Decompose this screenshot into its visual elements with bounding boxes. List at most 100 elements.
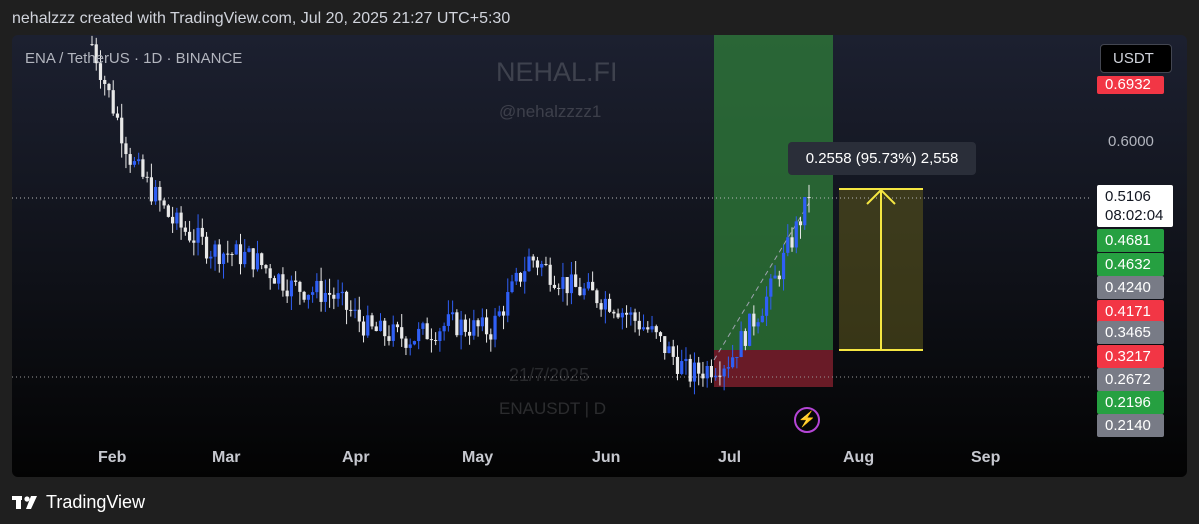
candle-body bbox=[641, 327, 646, 330]
symbol-label[interactable]: ENA / TetherUS · 1D · BINANCE bbox=[25, 50, 243, 67]
candle-body bbox=[552, 284, 557, 288]
candle-body bbox=[514, 272, 518, 282]
lightning-icon[interactable]: ⚡ bbox=[794, 407, 820, 433]
candle-body bbox=[421, 323, 425, 329]
candle-body bbox=[603, 298, 607, 310]
candle-body bbox=[187, 231, 192, 241]
candle-body bbox=[671, 346, 675, 357]
chart-panel[interactable]: ENA / TetherUS · 1D · BINANCE NEHAL.FI @… bbox=[12, 35, 1187, 477]
candle-body bbox=[179, 212, 183, 228]
candle-body bbox=[472, 320, 476, 336]
candle-body bbox=[544, 263, 548, 265]
candle-body bbox=[349, 309, 353, 311]
candle-body bbox=[132, 161, 137, 165]
candle-body bbox=[128, 154, 132, 165]
watermark-date: 21/7/2025 bbox=[509, 365, 590, 385]
candle-body bbox=[395, 324, 400, 328]
candle-body bbox=[688, 358, 692, 382]
month-jun: Jun bbox=[592, 449, 621, 466]
candle-body bbox=[149, 177, 153, 202]
candle-body bbox=[540, 263, 544, 268]
candle-body bbox=[323, 292, 327, 302]
candle-body bbox=[510, 281, 514, 293]
price-tag-0.2672: 0.2672 bbox=[1097, 368, 1164, 391]
currency-button[interactable]: USDT bbox=[1100, 44, 1172, 73]
candle-body bbox=[798, 221, 803, 226]
candle-body bbox=[739, 331, 743, 358]
candle-body bbox=[124, 143, 128, 155]
candle-body bbox=[565, 277, 569, 294]
candle-body bbox=[752, 313, 756, 327]
candle-body bbox=[260, 253, 264, 266]
candle-body bbox=[332, 294, 336, 299]
candle-body bbox=[400, 327, 404, 339]
measure-arrowhead bbox=[866, 188, 896, 205]
month-jul: Jul bbox=[718, 449, 742, 466]
candle-body bbox=[599, 303, 603, 310]
candle-body bbox=[272, 278, 277, 284]
watermark-title: NEHAL.FI bbox=[496, 57, 618, 87]
candle-body bbox=[624, 312, 629, 315]
candle-body bbox=[103, 79, 107, 84]
price-tag-0.4632: 0.4632 bbox=[1097, 253, 1164, 276]
candle-body bbox=[238, 244, 243, 265]
price-tag-0.4681: 0.4681 bbox=[1097, 229, 1164, 252]
candle-body bbox=[175, 212, 179, 224]
candle-body bbox=[616, 313, 620, 318]
candle-body bbox=[493, 315, 497, 340]
chart-caption: nehalzzz created with TradingView.com, J… bbox=[12, 10, 511, 27]
candle-body bbox=[171, 216, 175, 224]
candle-body bbox=[455, 312, 459, 336]
candle-body bbox=[289, 280, 294, 297]
price-tag-0.4171: 0.4171 bbox=[1097, 300, 1164, 323]
candle-body bbox=[226, 253, 230, 255]
candle-body bbox=[361, 321, 366, 336]
candle-body bbox=[285, 290, 289, 297]
watermark-handle: @nehalzzzz1 bbox=[499, 102, 602, 121]
candle-body bbox=[489, 334, 493, 340]
candle-body bbox=[209, 256, 213, 259]
candle-body bbox=[141, 159, 145, 177]
candle-body bbox=[340, 291, 344, 294]
candle-body bbox=[327, 292, 332, 295]
candle-body bbox=[569, 274, 574, 294]
price-tag-0.4240: 0.4240 bbox=[1097, 276, 1164, 299]
last-price-tag: 0.5106 08:02:04 bbox=[1097, 185, 1173, 227]
candle-body bbox=[162, 200, 166, 206]
footer-brand: TradingView bbox=[46, 491, 146, 512]
candle-body bbox=[442, 325, 446, 332]
candle-body bbox=[684, 358, 688, 362]
candle-body bbox=[234, 244, 238, 255]
candle-body bbox=[777, 275, 781, 280]
candle-body bbox=[506, 292, 510, 316]
bar-countdown: 08:02:04 bbox=[1105, 207, 1164, 224]
candle-body bbox=[557, 287, 561, 289]
candle-body bbox=[786, 237, 790, 253]
candle-body bbox=[247, 248, 251, 252]
candle-body bbox=[336, 293, 340, 299]
candle-body bbox=[412, 341, 417, 345]
candle-body bbox=[484, 317, 489, 335]
candle-body bbox=[408, 344, 412, 348]
candle-body bbox=[769, 278, 773, 297]
candle-body bbox=[697, 362, 701, 374]
candle-body bbox=[311, 292, 315, 295]
candle-body bbox=[535, 260, 540, 268]
candle-body bbox=[637, 320, 641, 330]
candlestick-plot[interactable] bbox=[12, 35, 1187, 477]
month-mar: Mar bbox=[212, 449, 241, 466]
price-tag-0.3465: 0.3465 bbox=[1097, 321, 1164, 344]
candle-body bbox=[714, 375, 718, 378]
price-tag-0.2196: 0.2196 bbox=[1097, 391, 1164, 414]
candle-body bbox=[705, 365, 709, 379]
candle-body bbox=[357, 309, 361, 322]
candle-body bbox=[794, 221, 798, 248]
candle-body bbox=[735, 357, 739, 359]
month-feb: Feb bbox=[98, 449, 127, 466]
candle-body bbox=[667, 346, 671, 354]
candle-body bbox=[145, 176, 149, 178]
candle-body bbox=[319, 280, 323, 302]
candle-body bbox=[574, 274, 578, 287]
candle-body bbox=[94, 44, 98, 64]
candle-body bbox=[391, 324, 395, 341]
